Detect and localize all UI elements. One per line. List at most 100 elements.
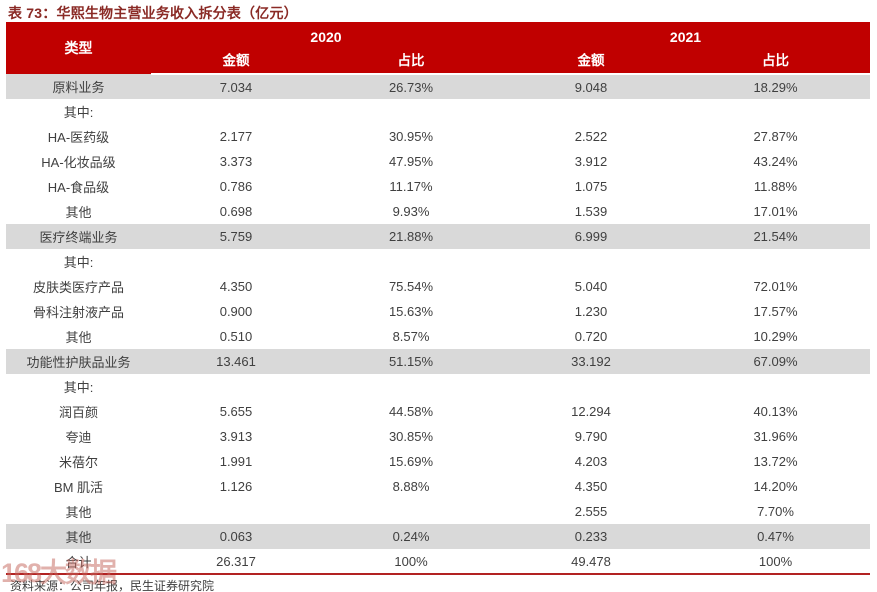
cell-value: 0.786: [219, 179, 253, 194]
cell-value: 0.063: [151, 524, 321, 549]
cell-value: 43.24%: [753, 154, 798, 169]
cell-value: 6.999: [501, 224, 681, 249]
table-row: BM 肌活 1.126 8.88% 4.350 14.20%: [6, 474, 870, 499]
cell-value: 15.63%: [388, 304, 434, 319]
cell-value: 27.87%: [753, 129, 798, 144]
table-row: 皮肤类医疗产品 4.350 75.54% 5.040 72.01%: [6, 274, 870, 299]
cell-value: [501, 374, 681, 399]
cell-value: 17.57%: [753, 304, 798, 319]
col-header-year-2020: 2020: [151, 22, 501, 49]
cell-value: 7.034: [151, 74, 321, 99]
row-label: HA-食品级: [47, 180, 110, 195]
cell-value: 8.57%: [392, 329, 430, 344]
row-label: 米蓓尔: [58, 455, 98, 470]
col-header-type: 类型: [6, 22, 151, 74]
cell-value: 3.913: [219, 429, 253, 444]
header-row-measures: 金额 占比 金额 占比: [6, 49, 870, 75]
row-label: 医疗终端业务: [6, 224, 151, 249]
cell-value: 0.698: [219, 204, 253, 219]
revenue-breakdown-table: 类型 2020 2021 金额 占比 金额 占比 原料业务 7.034 26.73%…: [6, 22, 870, 575]
table-row: 润百颜 5.655 44.58% 12.294 40.13%: [6, 399, 870, 424]
cell-value: [321, 249, 501, 274]
col-header-share-2020: 占比: [321, 49, 501, 75]
cell-value: 72.01%: [753, 279, 798, 294]
cell-value: 0.24%: [321, 524, 501, 549]
row-label: HA-医药级: [47, 130, 110, 145]
cell-value: 11.88%: [753, 179, 798, 194]
table-row: 其他 0.063 0.24% 0.233 0.47%: [6, 524, 870, 549]
row-label: 其他: [65, 205, 92, 220]
cell-value: 40.13%: [753, 404, 798, 419]
cell-value: 26.317: [151, 549, 321, 575]
cell-value: [151, 249, 321, 274]
cell-value: 0.47%: [681, 524, 870, 549]
table-row: 米蓓尔 1.991 15.69% 4.203 13.72%: [6, 449, 870, 474]
cell-value: 1.126: [219, 479, 253, 494]
cell-value: 11.17%: [389, 179, 433, 194]
row-label: 其他: [65, 505, 92, 520]
table-row: HA-食品级 0.786 11.17% 1.075 11.88%: [6, 174, 870, 199]
table-row: 其他 0.698 9.93% 1.539 17.01%: [6, 199, 870, 224]
cell-value: 9.048: [501, 74, 681, 99]
row-label: 其他: [6, 524, 151, 549]
cell-value: 2.555: [574, 504, 608, 519]
cell-value: 14.20%: [753, 479, 798, 494]
table-row: 夸迪 3.913 30.85% 9.790 31.96%: [6, 424, 870, 449]
col-header-amount-2020: 金额: [151, 49, 321, 75]
table-row: 医疗终端业务 5.759 21.88% 6.999 21.54%: [6, 224, 870, 249]
cell-value: 5.759: [151, 224, 321, 249]
col-header-share-2021: 占比: [681, 49, 870, 75]
cell-value: 4.203: [574, 454, 608, 469]
cell-value: 5.040: [574, 279, 608, 294]
cell-value: 21.54%: [681, 224, 870, 249]
row-label: BM 肌活: [53, 480, 104, 495]
cell-value: 30.85%: [388, 429, 434, 444]
cell-value: 100%: [681, 549, 870, 575]
cell-value: 2.177: [219, 129, 253, 144]
cell-value: 4.350: [219, 279, 253, 294]
cell-value: 3.373: [219, 154, 253, 169]
cell-value: [151, 374, 321, 399]
table-row: 其他 0.510 8.57% 0.720 10.29%: [6, 324, 870, 349]
cell-value: [151, 499, 321, 524]
cell-value: 4.350: [574, 479, 608, 494]
row-label: 皮肤类医疗产品: [32, 280, 124, 295]
row-label: 其中:: [63, 380, 94, 395]
cell-value: 0.720: [574, 329, 608, 344]
cell-value: 26.73%: [321, 74, 501, 99]
table-row: 其他 2.555 7.70%: [6, 499, 870, 524]
cell-value: 100%: [321, 549, 501, 575]
cell-value: 0.510: [219, 329, 253, 344]
col-header-amount-2021: 金额: [501, 49, 681, 75]
cell-value: 51.15%: [321, 349, 501, 374]
cell-value: 31.96%: [753, 429, 798, 444]
row-label: 骨科注射液产品: [32, 305, 124, 320]
row-label: 合计: [6, 549, 151, 575]
table-row: 骨科注射液产品 0.900 15.63% 1.230 17.57%: [6, 299, 870, 324]
cell-value: 17.01%: [753, 204, 798, 219]
cell-value: 75.54%: [388, 279, 434, 294]
cell-value: 13.72%: [753, 454, 798, 469]
cell-value: 67.09%: [681, 349, 870, 374]
cell-value: 3.912: [574, 154, 608, 169]
cell-value: [321, 99, 501, 124]
cell-value: 21.88%: [321, 224, 501, 249]
table-header: 类型 2020 2021 金额 占比 金额 占比: [6, 22, 870, 75]
table-title: 表 73：华熙生物主营业务收入拆分表（亿元）: [8, 5, 298, 21]
row-label: 功能性护肤品业务: [6, 349, 151, 374]
cell-value: 1.539: [574, 204, 608, 219]
table-row: 功能性护肤品业务 13.461 51.15% 33.192 67.09%: [6, 349, 870, 374]
cell-value: [681, 249, 870, 274]
row-label: 其中:: [63, 255, 94, 270]
cell-value: 15.69%: [388, 454, 434, 469]
col-header-year-2021: 2021: [501, 22, 870, 49]
cell-value: [501, 249, 681, 274]
table-row: 合计 26.317 100% 49.478 100%: [6, 549, 870, 575]
cell-value: 47.95%: [388, 154, 434, 169]
cell-value: 7.70%: [757, 504, 794, 519]
row-label: HA-化妆品级: [41, 155, 116, 170]
cell-value: 9.93%: [392, 204, 430, 219]
cell-value: 12.294: [571, 404, 611, 419]
cell-value: [151, 99, 321, 124]
table-row: 其中:: [6, 99, 870, 124]
